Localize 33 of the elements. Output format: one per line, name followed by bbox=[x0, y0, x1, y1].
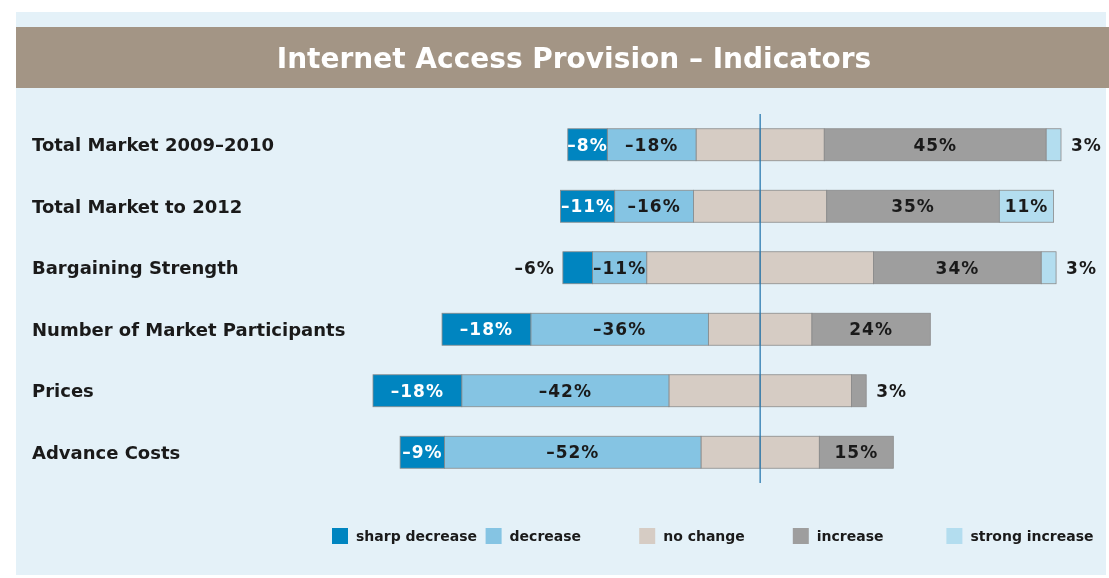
data-label: –11% bbox=[592, 257, 647, 278]
y-tick-label: Prices bbox=[32, 380, 94, 402]
data-label: –18% bbox=[459, 319, 514, 340]
data-label: 11% bbox=[1004, 196, 1049, 217]
legend-label: sharp decrease bbox=[356, 527, 478, 544]
data-label: –36% bbox=[592, 319, 647, 340]
data-label: –9% bbox=[402, 442, 443, 463]
data-label: –6% bbox=[514, 257, 555, 278]
data-label: 24% bbox=[849, 319, 893, 340]
data-label: –18% bbox=[390, 380, 444, 401]
data-label: 15% bbox=[834, 442, 879, 463]
data-label: –8% bbox=[567, 134, 608, 155]
y-tick-label: Total Market to 2012 bbox=[32, 195, 243, 217]
data-label: 3% bbox=[1071, 134, 1102, 155]
data-label: 35% bbox=[891, 196, 935, 217]
y-tick-label: Total Market 2009–2010 bbox=[32, 134, 275, 156]
data-label: 34% bbox=[935, 257, 980, 278]
data-label: –52% bbox=[546, 442, 600, 463]
legend-label: increase bbox=[816, 527, 884, 544]
data-label: –11% bbox=[560, 196, 615, 217]
data-label: –16% bbox=[627, 196, 681, 217]
chart-title: Internet Access Provision – Indicators bbox=[276, 41, 872, 75]
y-tick-label: Bargaining Strength bbox=[32, 257, 239, 279]
legend-label: strong increase bbox=[970, 527, 1094, 544]
data-label: –42% bbox=[538, 380, 592, 401]
y-tick-label: Advance Costs bbox=[32, 441, 181, 463]
data-label: 3% bbox=[876, 380, 908, 401]
data-label: 3% bbox=[1066, 257, 1097, 278]
legend-label: decrease bbox=[509, 527, 582, 544]
y-tick-label: Number of Market Participants bbox=[32, 318, 346, 340]
legend-label: no change bbox=[663, 527, 745, 544]
data-label: –18% bbox=[625, 134, 679, 155]
data-label: 45% bbox=[913, 134, 958, 155]
